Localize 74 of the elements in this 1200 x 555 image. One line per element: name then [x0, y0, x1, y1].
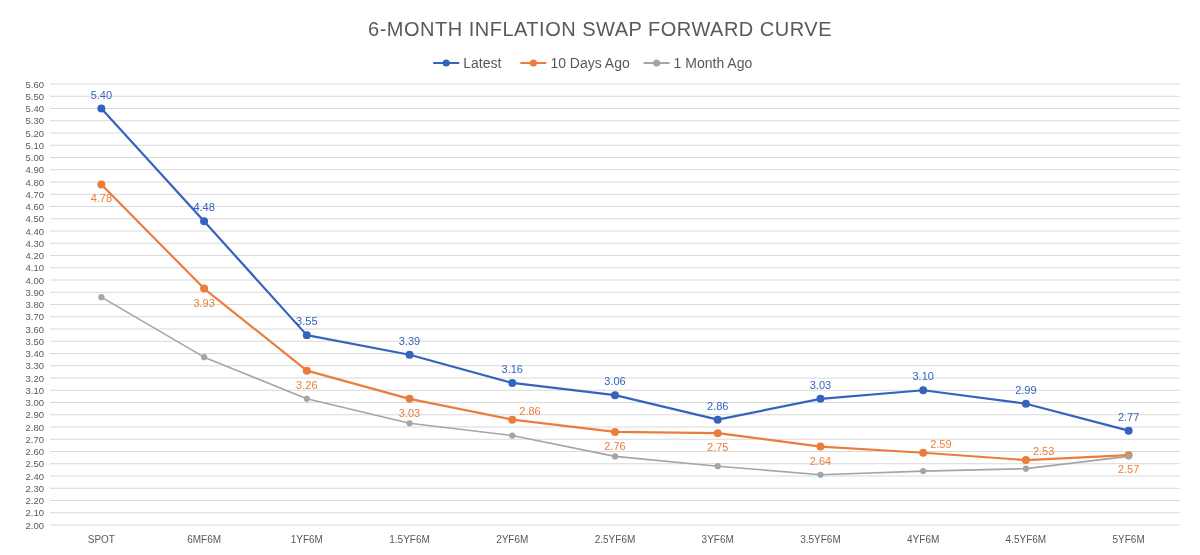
x-tick-label: 4YF6M	[907, 534, 940, 545]
x-tick-label: 6MF6M	[187, 534, 222, 545]
y-tick-label: 5.00	[25, 152, 44, 163]
data-label: 2.86	[519, 404, 541, 417]
y-tick-label: 3.20	[25, 372, 44, 384]
y-tick-label: 4.30	[25, 237, 44, 249]
data-label: 3.55	[296, 315, 318, 328]
data-label: 2.99	[1015, 383, 1037, 396]
x-tick-label: 2.5YF6M	[594, 534, 636, 545]
data-label: 2.57	[1117, 463, 1140, 476]
y-tick-label: 4.60	[25, 201, 44, 212]
y-tick-label: 2.90	[25, 409, 44, 421]
data-label: 3.16	[501, 362, 523, 375]
x-tick-label: 3YF6M	[701, 534, 734, 545]
x-tick-label: 2YF6M	[496, 534, 529, 545]
data-label: 3.06	[604, 375, 626, 388]
y-tick-label: 2.70	[25, 433, 44, 445]
data-label: 3.93	[193, 296, 215, 309]
y-tick-label: 4.70	[25, 188, 44, 200]
y-tick-label: 4.20	[25, 250, 44, 261]
y-tick-label: 5.30	[25, 115, 44, 127]
x-tick-label: 1YF6M	[290, 534, 323, 545]
y-tick-label: 2.40	[25, 470, 44, 482]
y-tick-label: 2.50	[25, 458, 44, 470]
data-label: 4.48	[193, 201, 215, 214]
y-tick-label: 2.00	[25, 519, 44, 531]
x-tick-label: 4.5YF6M	[1005, 534, 1047, 545]
y-tick-label: 2.80	[25, 421, 44, 433]
data-label: 2.64	[809, 454, 832, 467]
data-label: 4.78	[90, 192, 113, 205]
y-tick-label: 5.50	[25, 90, 44, 102]
data-label: 2.77	[1117, 410, 1140, 423]
legend-label: Latest	[463, 55, 502, 71]
y-tick-label: 5.40	[25, 103, 44, 114]
legend-label: 10 Days Ago	[550, 55, 630, 71]
data-label: 3.26	[296, 378, 318, 391]
x-tick-label: 1.5YF6M	[389, 534, 430, 545]
y-tick-label: 4.40	[25, 225, 44, 237]
y-tick-label: 3.30	[25, 360, 44, 372]
y-tick-label: 5.60	[25, 78, 44, 90]
y-tick-label: 3.90	[25, 286, 44, 298]
x-tick-label: SPOT	[87, 534, 115, 545]
data-label: 2.86	[707, 399, 729, 412]
y-tick-label: 4.00	[25, 274, 44, 286]
data-label: 2.75	[707, 441, 729, 454]
y-tick-label: 3.60	[25, 323, 44, 335]
x-tick-label: 3.5YF6M	[800, 534, 841, 545]
y-tick-label: 2.10	[25, 507, 44, 519]
x-tick-label: 5YF6M	[1112, 534, 1145, 545]
chart-title: 6-MONTH INFLATION SWAP FORWARD CURVE	[368, 18, 832, 40]
data-label: 3.39	[398, 334, 421, 347]
data-label: 5.40	[90, 88, 113, 101]
y-tick-label: 4.10	[25, 262, 44, 274]
y-tick-label: 5.20	[25, 127, 44, 139]
y-tick-label: 3.70	[25, 311, 44, 323]
y-tick-label: 3.50	[25, 335, 44, 347]
y-tick-label: 4.90	[25, 164, 44, 176]
data-label: 2.53	[1032, 445, 1055, 458]
y-tick-label: 3.40	[25, 348, 44, 359]
data-label: 2.76	[604, 439, 626, 452]
y-tick-label: 3.10	[25, 384, 44, 396]
data-label: 2.59	[930, 437, 952, 450]
y-tick-label: 2.60	[25, 446, 44, 457]
y-tick-label: 2.30	[25, 482, 44, 494]
y-tick-label: 2.20	[25, 495, 44, 506]
legend-label: 1 Month Ago	[673, 55, 753, 71]
y-tick-label: 5.10	[25, 139, 44, 151]
data-label: 3.03	[809, 378, 832, 391]
y-tick-label: 3.80	[25, 299, 44, 310]
y-tick-label: 4.80	[25, 176, 44, 188]
data-label: 3.03	[398, 406, 421, 419]
y-tick-label: 3.00	[25, 397, 44, 408]
y-tick-label: 4.50	[25, 213, 44, 225]
data-label: 3.10	[912, 370, 934, 383]
